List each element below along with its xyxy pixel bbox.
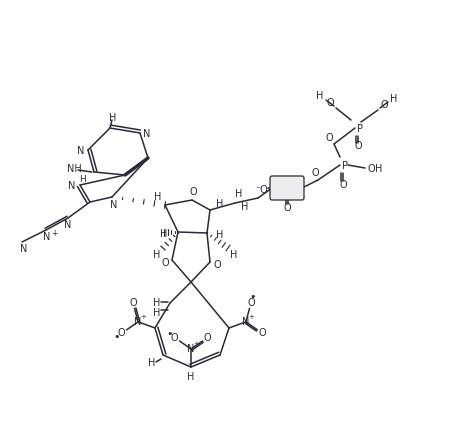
Text: O: O: [204, 333, 211, 343]
Text: N: N: [242, 317, 249, 327]
Text: H: H: [154, 250, 161, 260]
Text: N: N: [187, 344, 195, 354]
Text: H: H: [390, 94, 398, 104]
Text: NH: NH: [67, 164, 82, 174]
Text: H: H: [216, 199, 224, 209]
Text: N: N: [65, 220, 72, 230]
Text: +: +: [140, 314, 146, 320]
Text: O: O: [367, 164, 375, 174]
Text: O: O: [247, 297, 255, 308]
Text: O: O: [129, 297, 137, 308]
Text: N: N: [20, 244, 28, 254]
Text: O: O: [325, 133, 333, 143]
Text: O: O: [189, 187, 197, 197]
Text: O: O: [213, 260, 221, 270]
Text: H: H: [216, 230, 224, 240]
Text: N: N: [43, 232, 51, 242]
Text: P: P: [357, 124, 363, 134]
Text: O: O: [161, 258, 169, 268]
Text: O: O: [283, 203, 291, 213]
Text: H: H: [316, 91, 324, 101]
Text: H: H: [153, 298, 160, 308]
Text: H: H: [235, 189, 242, 199]
Text: O: O: [311, 168, 319, 178]
FancyBboxPatch shape: [270, 176, 304, 200]
Text: Abs: Abs: [278, 183, 296, 193]
Text: N: N: [68, 181, 76, 191]
Text: ⁻O: ⁻O: [256, 185, 268, 195]
Text: H: H: [79, 174, 85, 183]
Text: H: H: [187, 372, 195, 382]
Text: N: N: [135, 317, 142, 327]
Text: H: H: [375, 164, 383, 174]
Text: O: O: [118, 328, 125, 339]
Text: •: •: [113, 332, 120, 342]
Text: H: H: [148, 358, 155, 368]
Text: O: O: [326, 98, 334, 108]
Text: O: O: [339, 180, 347, 190]
Text: O: O: [259, 328, 266, 339]
Text: N: N: [110, 200, 118, 210]
Text: H: H: [153, 308, 160, 318]
Text: H: H: [154, 192, 162, 202]
Text: •: •: [166, 329, 173, 339]
Text: O: O: [380, 100, 388, 110]
Text: O: O: [354, 141, 362, 151]
Text: P: P: [342, 161, 348, 171]
Text: H: H: [109, 113, 117, 123]
Text: +: +: [193, 341, 199, 347]
Text: •: •: [249, 292, 256, 302]
Text: O: O: [171, 333, 178, 343]
Text: +: +: [51, 228, 57, 238]
Text: H: H: [230, 250, 238, 260]
Text: N: N: [143, 129, 151, 139]
Text: H: H: [160, 229, 168, 239]
Text: +: +: [248, 314, 254, 320]
Text: N: N: [77, 146, 85, 156]
Text: H: H: [241, 202, 248, 212]
